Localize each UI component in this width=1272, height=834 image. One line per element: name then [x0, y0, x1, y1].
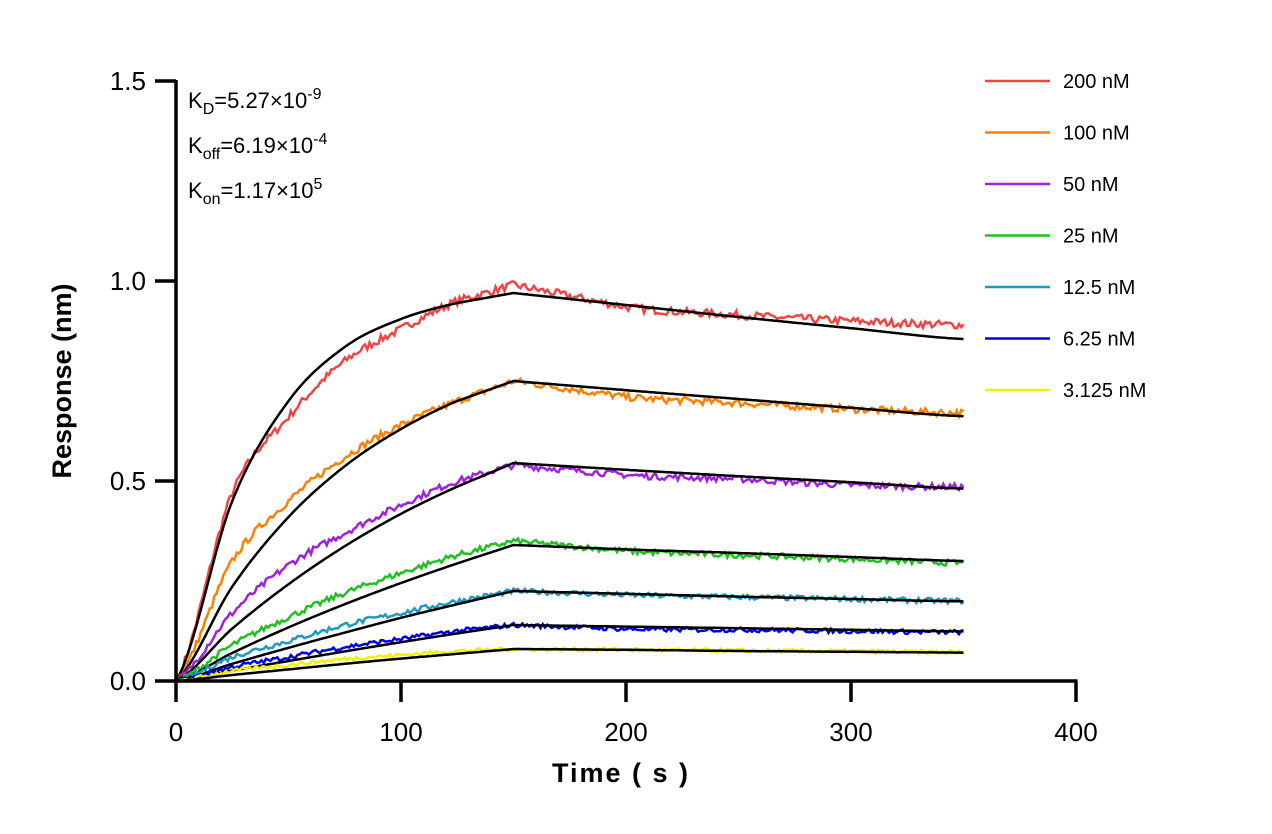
legend-label: 25 nM [1063, 226, 1119, 248]
kinetic-constant: Kon=1.17×105 [188, 176, 322, 208]
kinetic-constants: KD=5.27×10-9 Koff=6.19×10-4 Kon=1.17×105 [188, 86, 328, 208]
x-tick-label: 100 [379, 717, 422, 747]
x-tick-label: 400 [1054, 717, 1097, 747]
legend-label: 50 nM [1063, 174, 1119, 196]
axes: 0 100 200 300 400 0.0 0.5 1.0 1.5 [110, 66, 1098, 747]
fit-curve-200-nM [174, 291, 964, 682]
measured-curve-100-nM [175, 376, 965, 682]
measured-curve-6.25-nM [175, 621, 964, 683]
measured-curve-25-nM [175, 536, 965, 683]
curves-layer [174, 280, 965, 683]
x-tick-label: 200 [604, 717, 647, 747]
legend-label: 100 nM [1063, 123, 1130, 145]
fit-curve-25-nM [175, 543, 964, 683]
legend-label: 12.5 nM [1063, 277, 1135, 299]
fit-curve-12.5-nM [175, 589, 964, 683]
measured-curve-50-nM [175, 460, 965, 683]
y-tick-label: 0.0 [110, 666, 146, 696]
kinetic-constant: Koff=6.19×10-4 [188, 131, 328, 163]
kinetic-constant: KD=5.27×10-9 [188, 86, 322, 118]
y-axis-label: Response (nm) [47, 283, 77, 478]
fit-curve-50-nM [175, 461, 964, 683]
legend-label: 3.125 nM [1063, 380, 1146, 402]
y-tick-label: 1.5 [110, 66, 146, 96]
y-tick-label: 0.5 [110, 466, 146, 496]
fit-curve-100-nM [175, 379, 964, 682]
measured-curve-200-nM [174, 280, 965, 682]
legend-label: 200 nM [1063, 71, 1130, 93]
x-tick-label: 0 [169, 717, 183, 747]
legend: 200 nM 100 nM 50 nM 25 nM 12.5 nM 6.25 nM 3.12… [985, 71, 1146, 402]
measured-curve-12.5-nM [175, 586, 964, 683]
fit-curve-3.125-nM [175, 647, 964, 683]
fit-curve-6.25-nM [175, 623, 964, 683]
x-tick-label: 300 [829, 717, 872, 747]
x-axis-label: Time ( s ) [552, 758, 690, 788]
y-tick-label: 1.0 [110, 266, 146, 296]
legend-label: 6.25 nM [1063, 329, 1135, 351]
